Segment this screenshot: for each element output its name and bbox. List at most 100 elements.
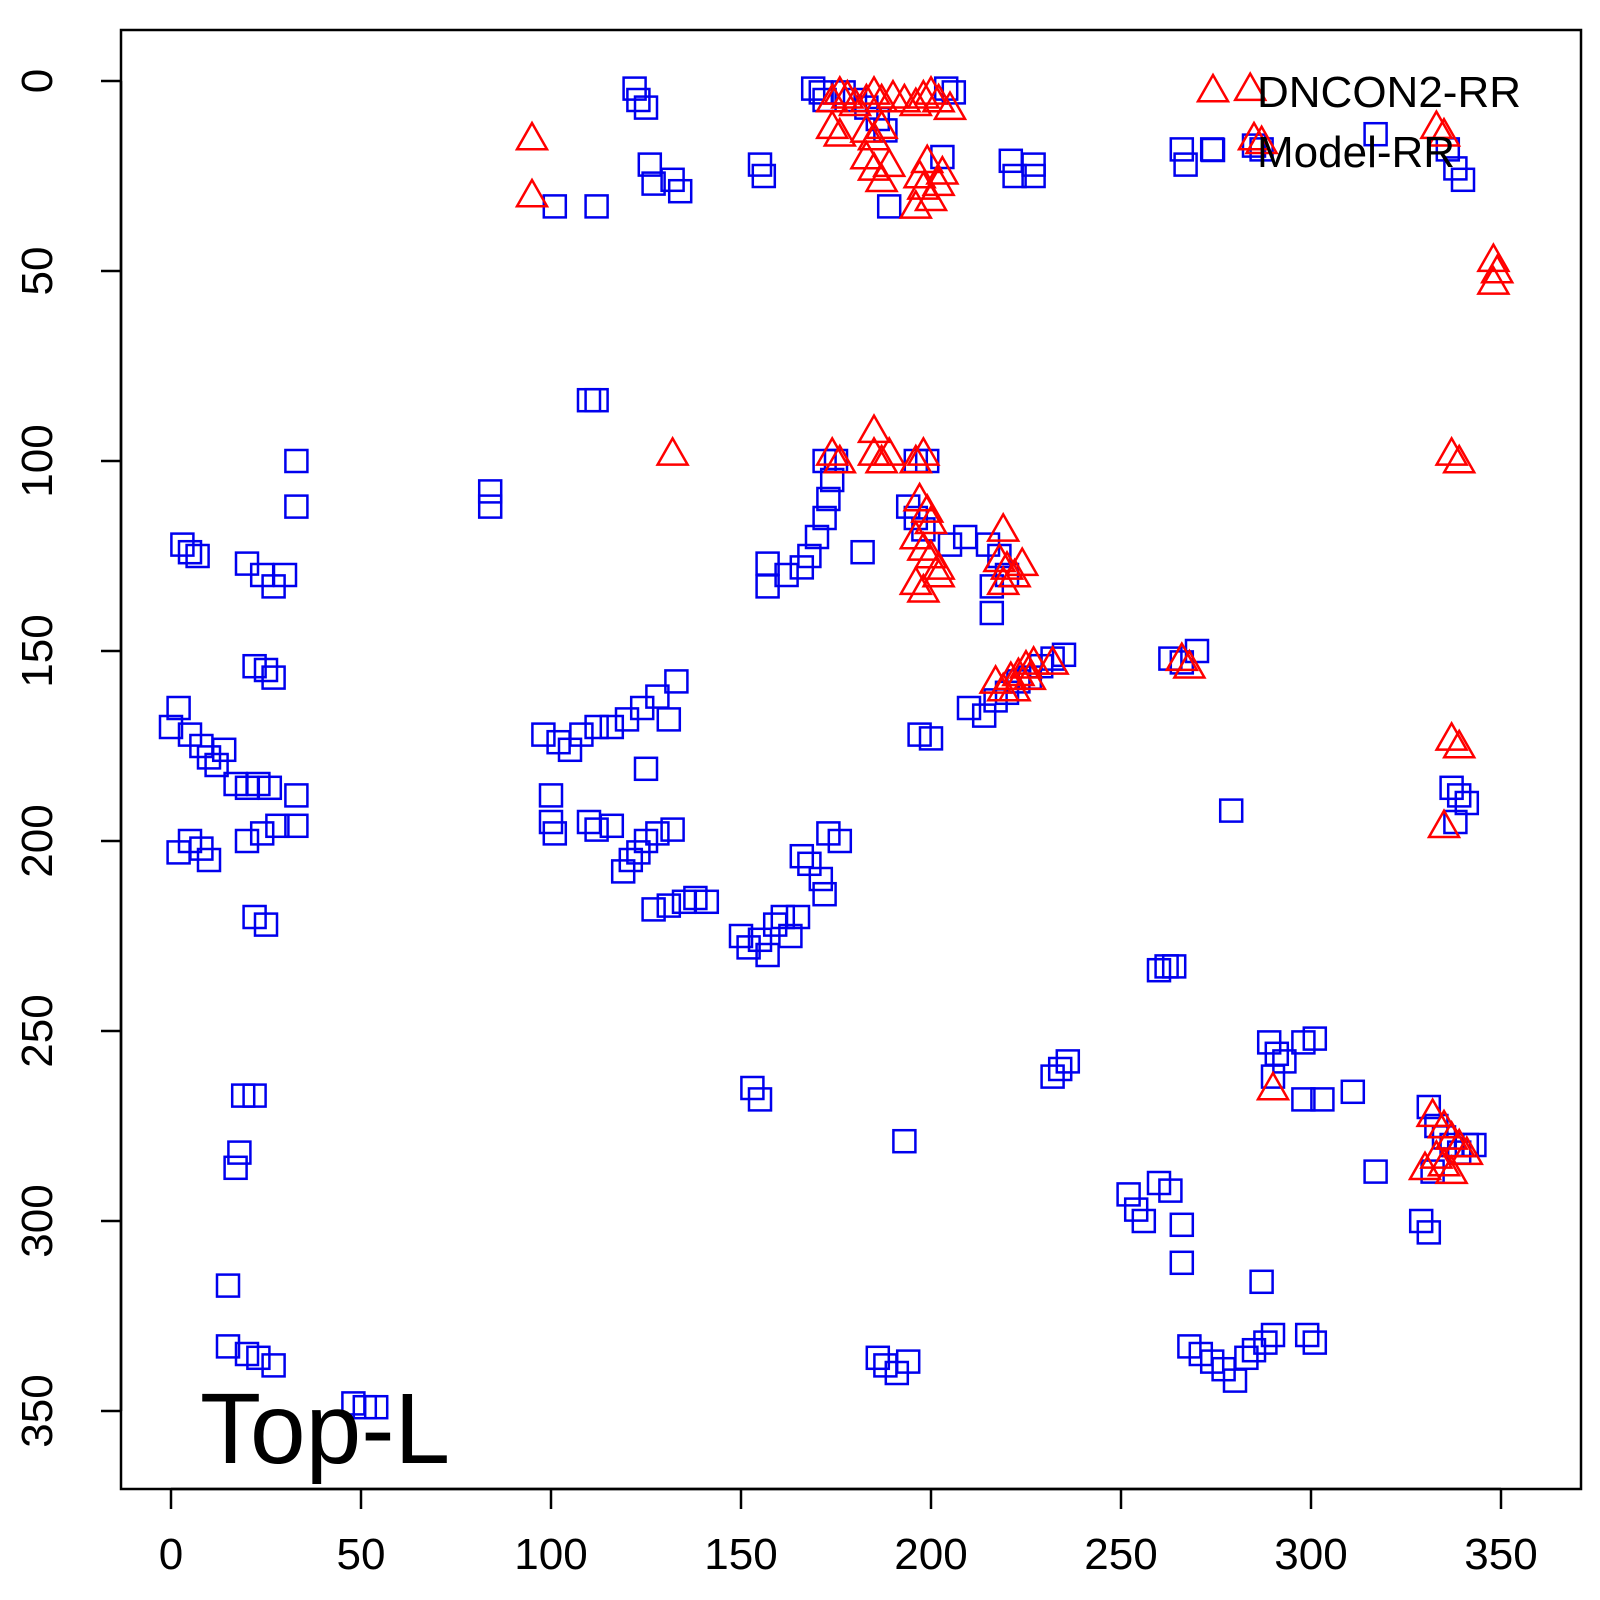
model-rr-point — [1450, 167, 1476, 193]
model-rr-point — [979, 600, 1005, 626]
model-rr-point — [1363, 121, 1388, 147]
model-rr-point — [1146, 957, 1172, 983]
y-tick-label: 100 — [13, 424, 62, 497]
model-rr-point — [645, 821, 670, 846]
dncon2-rr-point — [1035, 644, 1070, 675]
dncon2-rr-point — [1476, 242, 1511, 273]
model-rr-point — [477, 494, 503, 519]
model-rr-point — [265, 813, 290, 839]
plot-frame — [119, 28, 1583, 1491]
model-rr-point — [1021, 163, 1046, 189]
dncon2-rr-point — [864, 109, 899, 140]
model-rr-point — [569, 722, 594, 747]
model-rr-point — [1363, 1159, 1388, 1184]
dncon2-rr-point — [1426, 1146, 1462, 1177]
y-tick-label: 150 — [13, 614, 62, 687]
model-rr-point — [1199, 137, 1225, 162]
model-rr-point — [1260, 1322, 1286, 1348]
model-rr-point — [531, 722, 556, 747]
model-rr-point — [789, 555, 815, 580]
dncon2-rr-point — [1426, 116, 1462, 147]
dncon2-rr-point — [872, 147, 907, 178]
model-rr-point — [242, 1083, 267, 1108]
model-rr-point — [656, 707, 682, 732]
x-tick-label: 250 — [1084, 1530, 1157, 1579]
x-tick-label: 350 — [1464, 1530, 1537, 1579]
dncon2-rr-point — [1005, 546, 1040, 577]
model-rr-point — [284, 494, 309, 519]
model-rr-point — [1173, 152, 1198, 177]
model-rr-point — [1416, 1220, 1442, 1245]
dncon2-rr-point — [997, 671, 1032, 702]
model-rr-point — [158, 714, 184, 740]
model-rr-point — [1249, 1269, 1274, 1295]
model-rr-point — [1439, 775, 1464, 801]
dncon2-rr-point — [978, 663, 1013, 694]
model-rr-series — [158, 76, 1487, 1420]
dncon2-rr-point — [1244, 124, 1279, 155]
x-tick-label: 150 — [704, 1530, 777, 1579]
dncon2-rr-point — [1172, 648, 1207, 679]
dncon2-rr-point — [898, 443, 933, 474]
dncon2-rr-point — [856, 413, 892, 444]
x-tick-label: 50 — [337, 1530, 386, 1579]
model-rr-point — [227, 1140, 252, 1165]
model-rr-point — [177, 539, 203, 565]
x-axis: 0 50 100 150 200 250 300 350 — [159, 1487, 1538, 1579]
dncon2-rr-point — [837, 86, 873, 117]
model-rr-point — [261, 665, 286, 690]
model-rr-point — [641, 897, 666, 922]
dncon2-rr-point — [1419, 109, 1454, 140]
model-rr-point — [185, 543, 210, 569]
model-rr-point — [816, 486, 841, 512]
model-rr-point — [1218, 798, 1244, 823]
dncon2-rr-point — [1434, 1154, 1469, 1185]
model-rr-point — [667, 178, 693, 204]
y-tick-label: 0 — [13, 69, 62, 93]
model-rr-point — [166, 695, 191, 721]
dncon2-rr-series — [514, 71, 1515, 1185]
dncon2-rr-point — [910, 143, 945, 174]
model-rr-point — [895, 1349, 921, 1374]
model-rr-point — [778, 923, 803, 949]
dncon2-rr-point — [921, 549, 956, 580]
model-rr-point — [211, 737, 237, 763]
model-rr-point — [253, 912, 279, 937]
model-rr-point — [755, 942, 780, 968]
dncon2-rr-point — [898, 188, 933, 219]
x-tick-label: 0 — [159, 1530, 183, 1579]
model-rr-point — [876, 194, 902, 219]
model-rr-point — [584, 714, 609, 740]
dncon2-rr-point — [1449, 1135, 1484, 1166]
x-tick-label: 200 — [894, 1530, 967, 1579]
dncon2-rr-point — [993, 660, 1028, 691]
legend-label-model-rr: Model-RR — [1257, 128, 1455, 177]
dncon2-rr-point — [986, 565, 1021, 596]
model-rr-point — [952, 524, 978, 550]
model-rr-point — [284, 813, 309, 839]
dncon2-rr-point — [514, 120, 550, 151]
dncon2-rr-point — [822, 74, 857, 105]
y-tick-label: 250 — [13, 994, 62, 1067]
model-rr-point — [1169, 137, 1195, 162]
dncon2-rr-point — [815, 435, 850, 466]
model-rr-point — [1169, 1250, 1195, 1276]
dncon2-rr-point — [906, 78, 941, 109]
model-rr-point — [1161, 954, 1187, 979]
model-rr-point — [584, 817, 609, 842]
model-rr-point — [1253, 1330, 1278, 1355]
model-rr-point — [234, 828, 260, 854]
dncon2-rr-point — [864, 443, 899, 474]
dncon2-rr-point — [902, 158, 937, 189]
dncon2-rr-point — [1012, 660, 1047, 691]
model-rr-point — [660, 817, 685, 842]
model-rr-point — [261, 1353, 286, 1378]
model-rr-point — [892, 1128, 917, 1154]
model-rr-point — [694, 889, 720, 915]
dncon2-rr-point — [913, 181, 949, 212]
model-rr-point — [747, 927, 773, 953]
dncon2-rr-point — [1233, 71, 1268, 102]
model-rr-point — [827, 828, 853, 854]
dncon2-rr-point — [1434, 1119, 1469, 1150]
